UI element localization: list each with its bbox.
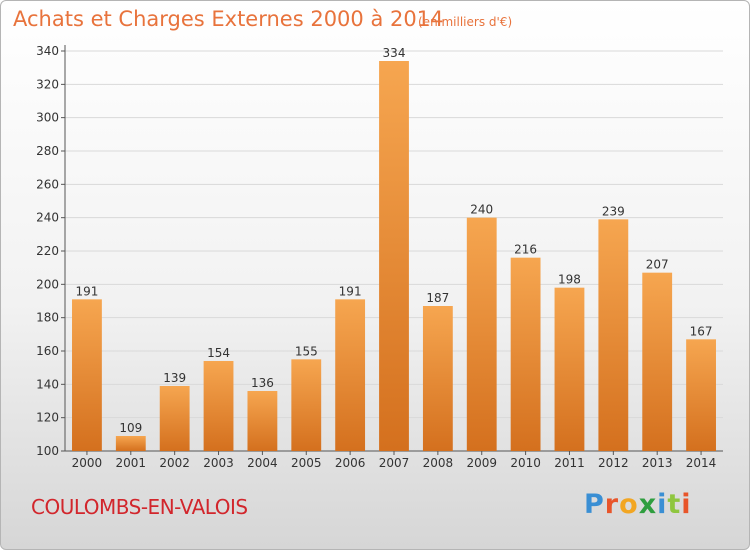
bar-2011 xyxy=(554,287,585,451)
y-tick-label: 300 xyxy=(36,111,59,125)
data-label-2002: 139 xyxy=(163,371,186,385)
data-label-2003: 154 xyxy=(207,346,230,360)
y-tick-label: 120 xyxy=(36,411,59,425)
bar-2014 xyxy=(686,339,716,451)
bar-2001 xyxy=(115,436,146,451)
x-tick-label-2013: 2013 xyxy=(642,456,673,470)
x-tick-label-2006: 2006 xyxy=(335,456,366,470)
x-tick-label-2011: 2011 xyxy=(554,456,585,470)
data-label-2012: 239 xyxy=(602,204,625,218)
x-tick-label-2014: 2014 xyxy=(686,456,717,470)
data-label-2014: 167 xyxy=(690,324,713,338)
bar-2013 xyxy=(642,272,673,451)
bar-2006 xyxy=(335,299,366,451)
x-tick-label-2005: 2005 xyxy=(291,456,322,470)
x-tick-label-2012: 2012 xyxy=(598,456,629,470)
logo-letter: o xyxy=(619,489,639,520)
bar-2008 xyxy=(422,306,453,451)
logo-letter: i xyxy=(657,489,668,520)
x-tick-label-2004: 2004 xyxy=(247,456,278,470)
x-tick-label-2009: 2009 xyxy=(466,456,497,470)
labels: 100 120 140 160 180 200 220 240 260 280 300 320 340 1… xyxy=(36,44,716,470)
data-label-2001: 109 xyxy=(119,421,142,435)
logo-letter: r xyxy=(604,489,620,520)
data-label-2000: 191 xyxy=(75,284,98,298)
bar-2010 xyxy=(510,257,541,451)
bar-2012 xyxy=(598,219,629,451)
bar-2002 xyxy=(159,386,190,451)
logo-letter: x xyxy=(638,489,658,520)
x-tick-label-2000: 2000 xyxy=(72,456,103,470)
data-label-2007: 334 xyxy=(383,46,406,60)
y-tick-label: 100 xyxy=(36,444,59,458)
data-label-2009: 240 xyxy=(470,203,493,217)
bar-2007 xyxy=(379,61,409,451)
bars xyxy=(72,61,716,451)
y-tick-label: 280 xyxy=(36,144,59,158)
proxiti-logo: Proxiti xyxy=(584,489,692,520)
data-label-2010: 216 xyxy=(514,243,537,257)
x-tick-label-2003: 2003 xyxy=(203,456,234,470)
x-tick-label-2008: 2008 xyxy=(423,456,454,470)
y-tick-label: 340 xyxy=(36,44,59,58)
chart-title: Achats et Charges Externes 2000 à 2014 xyxy=(13,7,444,31)
y-tick-label: 140 xyxy=(36,377,59,391)
bar-2009 xyxy=(466,217,497,451)
bar-2000 xyxy=(72,299,102,451)
x-tick-label-2010: 2010 xyxy=(510,456,541,470)
bar-2005 xyxy=(291,359,322,451)
commune-name: COULOMBS-EN-VALOIS xyxy=(31,495,248,519)
x-tick-label-2002: 2002 xyxy=(159,456,190,470)
y-tick-label: 180 xyxy=(36,311,59,325)
data-label-2008: 187 xyxy=(426,291,449,305)
y-tick-label: 320 xyxy=(36,77,59,91)
logo-letter: t xyxy=(667,489,682,520)
data-label-2005: 155 xyxy=(295,344,318,358)
bar-2004 xyxy=(247,391,278,451)
bar-2003 xyxy=(203,361,234,451)
data-label-2004: 136 xyxy=(251,376,274,390)
logo-letter: i xyxy=(681,489,692,520)
data-label-2006: 191 xyxy=(339,284,362,298)
logo-letter: P xyxy=(584,489,605,520)
y-tick-label: 260 xyxy=(36,177,59,191)
data-label-2011: 198 xyxy=(558,273,581,287)
x-tick-label-2007: 2007 xyxy=(379,456,410,470)
x-tick-label-2001: 2001 xyxy=(116,456,147,470)
chart-unit: (en milliers d'€) xyxy=(418,15,513,29)
y-tick-label: 200 xyxy=(36,277,59,291)
y-tick-label: 240 xyxy=(36,211,59,225)
y-tick-label: 220 xyxy=(36,244,59,258)
y-tick-label: 160 xyxy=(36,344,59,358)
data-label-2013: 207 xyxy=(646,258,669,272)
